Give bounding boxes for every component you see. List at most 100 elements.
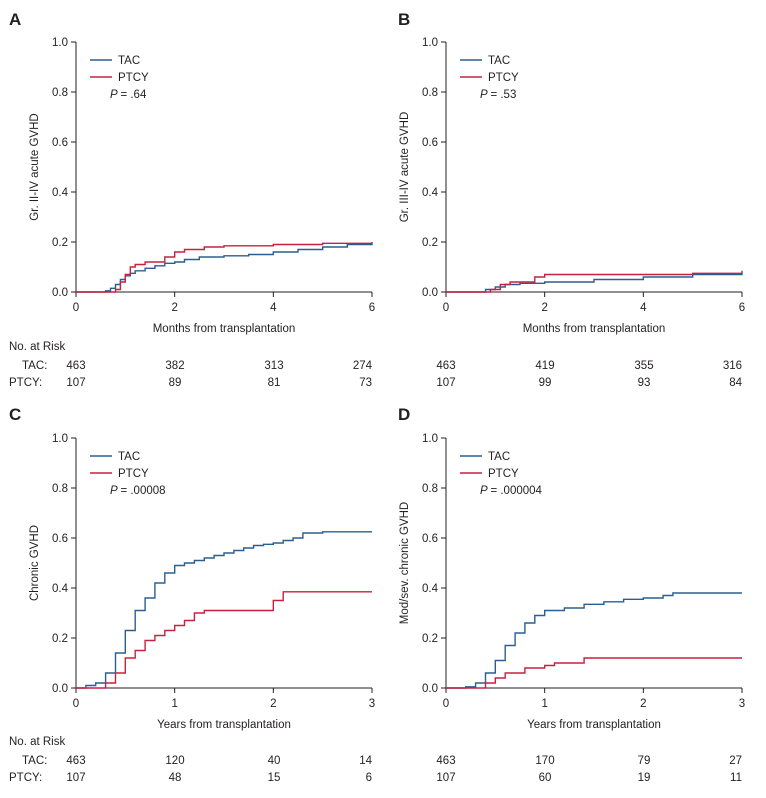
series-line-tac — [76, 531, 372, 689]
p-value-symbol: P — [110, 89, 120, 101]
risk-value: 14 — [359, 755, 372, 767]
legend-label-ptcy: PTCY — [488, 72, 519, 84]
risk-value: 27 — [729, 755, 742, 767]
p-value-number: = .64 — [120, 89, 147, 101]
y-tick-label: 0.6 — [52, 137, 68, 149]
y-axis-title: Gr. III-IV acute GVHD — [399, 112, 411, 223]
y-tick-label: 1.0 — [422, 37, 438, 49]
x-tick-label: 2 — [270, 698, 276, 710]
y-tick-label: 0.2 — [422, 237, 438, 249]
series-line-ptcy — [76, 591, 372, 689]
panel-letter: B — [398, 10, 410, 29]
risk-value: 84 — [729, 377, 742, 389]
risk-value: 463 — [66, 755, 85, 767]
x-tick-label: 2 — [171, 302, 177, 314]
legend-label-ptcy: PTCY — [488, 468, 519, 480]
y-tick-label: 0.2 — [52, 237, 68, 249]
y-tick-label: 0.8 — [422, 87, 438, 99]
risk-value: 81 — [268, 377, 281, 389]
x-tick-label: 4 — [270, 302, 277, 314]
x-tick-label: 0 — [443, 302, 449, 314]
risk-value: 463 — [436, 360, 455, 372]
legend-label-tac: TAC — [488, 451, 510, 463]
y-axis-title: Mod/sev. chronic GVHD — [399, 502, 411, 625]
y-tick-label: 0.0 — [422, 683, 438, 695]
p-value-symbol: P — [480, 485, 490, 497]
panel-letter: C — [9, 405, 21, 424]
x-tick-label: 0 — [73, 302, 79, 314]
y-tick-label: 0.8 — [52, 87, 68, 99]
risk-value: 170 — [535, 755, 554, 767]
risk-value: 463 — [66, 360, 85, 372]
p-value: P = .00008 — [110, 485, 166, 497]
y-tick-label: 0.6 — [422, 137, 438, 149]
p-value-symbol: P — [110, 485, 120, 497]
x-tick-label: 2 — [541, 302, 547, 314]
x-axis-title: Years from transplantation — [527, 719, 661, 731]
risk-value: 48 — [169, 772, 182, 784]
x-axis-title: Months from transplantation — [153, 323, 296, 335]
x-tick-label: 6 — [739, 302, 745, 314]
p-value: P = .64 — [110, 89, 147, 101]
legend-label-ptcy: PTCY — [118, 72, 149, 84]
panel-letter: A — [9, 10, 21, 29]
y-tick-label: 1.0 — [422, 433, 438, 445]
y-tick-label: 0.0 — [52, 287, 68, 299]
y-tick-label: 1.0 — [52, 433, 68, 445]
y-tick-label: 0.6 — [422, 533, 438, 545]
chart-panel-b: B 0.0 0.2 0.4 0.6 0.8 1.0 0 2 4 6 Months from trans… — [398, 10, 745, 389]
p-value-number: = .00008 — [120, 485, 165, 497]
risk-value: 11 — [730, 772, 742, 784]
risk-value: 382 — [165, 360, 184, 372]
p-value-number: = .000004 — [490, 485, 542, 497]
x-axis-title: Years from transplantation — [157, 719, 291, 731]
legend-label-tac: TAC — [488, 55, 510, 67]
risk-value: 107 — [436, 772, 455, 784]
risk-value: 463 — [436, 755, 455, 767]
risk-value: 316 — [723, 360, 742, 372]
risk-value: 107 — [66, 377, 85, 389]
y-tick-label: 0.4 — [52, 583, 69, 595]
x-tick-label: 4 — [640, 302, 647, 314]
risk-row-label: PTCY: — [9, 772, 42, 784]
y-tick-label: 0.2 — [422, 633, 438, 645]
series-line-tac — [76, 242, 373, 293]
risk-value: 79 — [638, 755, 651, 767]
risk-value: 107 — [436, 377, 455, 389]
series-line-ptcy — [446, 657, 742, 689]
risk-value: 60 — [539, 772, 552, 784]
risk-value: 355 — [634, 360, 653, 372]
y-tick-label: 0.4 — [422, 583, 439, 595]
y-axis-title: Gr. II-IV acute GVHD — [29, 113, 41, 220]
y-tick-label: 0.8 — [422, 483, 438, 495]
risk-table-header: No. at Risk — [9, 341, 65, 353]
y-axis-title: Chronic GVHD — [29, 525, 41, 601]
risk-value: 120 — [165, 755, 184, 767]
series-line-tac — [446, 592, 742, 689]
x-tick-label: 0 — [73, 698, 79, 710]
risk-row-label: PTCY: — [9, 377, 42, 389]
risk-value: 40 — [268, 755, 281, 767]
x-tick-label: 3 — [369, 698, 375, 710]
risk-value: 99 — [539, 377, 552, 389]
risk-value: 93 — [638, 377, 651, 389]
x-tick-label: 3 — [739, 698, 745, 710]
legend-label-tac: TAC — [118, 451, 140, 463]
y-tick-label: 0.2 — [52, 633, 68, 645]
chart-panel-d: D 0.0 0.2 0.4 0.6 0.8 1.0 0 1 2 3 Years from transp… — [398, 405, 745, 784]
y-tick-label: 0.0 — [422, 287, 438, 299]
chart-panel-a: A 0.0 0.2 0.4 0.6 0.8 1.0 0 2 4 6 Months from trans… — [9, 10, 375, 389]
risk-value: 15 — [268, 772, 281, 784]
risk-value: 419 — [535, 360, 554, 372]
p-value: P = .53 — [480, 89, 516, 101]
series-line-ptcy — [76, 242, 372, 293]
y-tick-label: 0.4 — [422, 187, 439, 199]
panel-letter: D — [398, 405, 410, 424]
x-tick-label: 0 — [443, 698, 449, 710]
risk-value: 274 — [353, 360, 373, 372]
risk-value: 19 — [638, 772, 651, 784]
p-value-number: = .53 — [490, 89, 516, 101]
y-tick-label: 0.8 — [52, 483, 68, 495]
series-line-tac — [446, 270, 743, 293]
